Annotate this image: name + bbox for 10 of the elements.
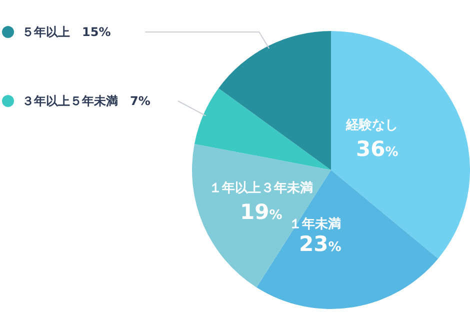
data-label: 23%: [299, 232, 342, 256]
data-label: 36%: [356, 137, 398, 161]
pie-slice: [218, 30, 331, 170]
pie-slice: [194, 88, 331, 170]
slice-label: １年未満: [289, 217, 341, 232]
data-label: 19%: [240, 200, 282, 224]
legend-label: ５年以上 15%: [22, 24, 111, 40]
slice-label: １年以上３年未満: [209, 181, 313, 196]
legend-label: ３年以上５年未満 7%: [22, 92, 150, 110]
slice-label: 経験なし: [345, 118, 398, 133]
